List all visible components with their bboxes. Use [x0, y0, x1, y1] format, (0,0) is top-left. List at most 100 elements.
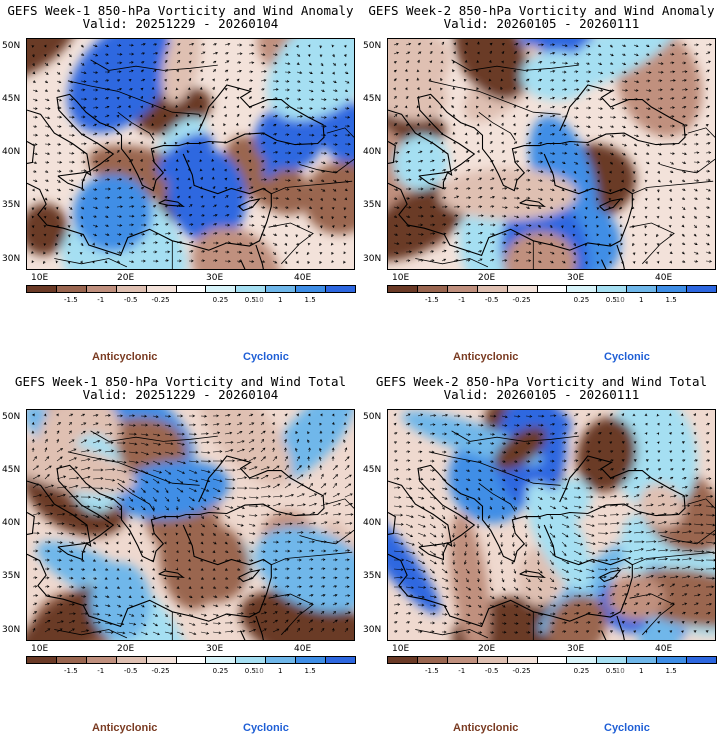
wind-vector: [693, 432, 697, 435]
wind-vector: [212, 568, 216, 571]
wind-vector: [693, 450, 697, 453]
wind-vector: [80, 71, 87, 75]
wind-vector: [319, 438, 323, 443]
wind-vector: [693, 593, 701, 597]
wind-vector: [500, 541, 504, 548]
wind-vector: [441, 241, 447, 245]
wind-vector: [92, 514, 101, 518]
wind-vector: [175, 505, 179, 511]
wind-vector: [513, 187, 520, 190]
wind-vector: [631, 206, 635, 210]
colorbar-tick-label: -1.5: [64, 296, 78, 304]
colorbar-cell: [506, 656, 538, 664]
wind-vector: [657, 152, 662, 156]
wind-vector: [177, 414, 184, 418]
wind-vector: [621, 476, 627, 480]
wind-vector: [621, 611, 626, 615]
wind-vector: [417, 514, 426, 519]
wind-vector: [489, 187, 494, 190]
wind-vector: [657, 134, 663, 138]
wind-vector: [104, 523, 109, 528]
wind-vector: [307, 413, 311, 417]
wind-vector: [441, 487, 448, 491]
wind-vector: [163, 141, 167, 145]
wind-vector: [186, 141, 190, 145]
wind-vector: [212, 223, 218, 226]
wind-vector: [272, 602, 279, 606]
wind-vector: [465, 604, 472, 608]
wind-vector: [248, 504, 259, 508]
wind-vector: [188, 613, 194, 617]
wind-vector: [248, 186, 254, 190]
wind-vector: [549, 251, 555, 255]
wind-vector: [248, 514, 258, 517]
wind-vector: [343, 251, 347, 255]
wind-vector: [284, 97, 290, 101]
wind-vector: [248, 149, 252, 154]
wind-vector: [561, 96, 568, 100]
wind-vector: [609, 541, 621, 545]
wind-vector: [284, 576, 290, 580]
wind-vector: [645, 566, 656, 570]
wind-vector: [621, 530, 632, 534]
wind-vector: [272, 206, 279, 209]
wind-vector: [464, 550, 467, 556]
wind-vector: [477, 505, 480, 510]
wind-vector: [705, 468, 711, 471]
wind-vector: [272, 169, 278, 172]
wind-vector: [116, 469, 127, 473]
wind-vector: [152, 433, 161, 437]
wind-vector: [236, 413, 242, 417]
wind-vector: [81, 160, 86, 164]
wind-vector: [344, 594, 351, 598]
wind-vector: [320, 540, 327, 544]
wind-vector: [128, 88, 133, 91]
wind-vector: [140, 613, 145, 617]
wind-vector: [248, 541, 255, 545]
wind-vector: [116, 523, 121, 528]
wind-vector: [537, 621, 543, 625]
wind-vector: [477, 604, 482, 608]
wind-vector: [296, 133, 302, 137]
wind-vector: [152, 158, 155, 163]
wind-vector: [80, 541, 86, 545]
wind-vector: [152, 168, 155, 172]
wind-vector: [320, 188, 326, 192]
wind-vector: [116, 496, 125, 501]
wind-vector: [248, 168, 253, 172]
wind-vector: [633, 476, 639, 480]
wind-vector: [247, 123, 251, 127]
wind-vector: [429, 477, 436, 481]
wind-vector: [621, 170, 624, 174]
wind-vector: [44, 602, 50, 606]
wind-vector: [429, 141, 434, 145]
wind-vector: [212, 505, 220, 510]
colorbar: [387, 285, 717, 294]
lat-label: 50N: [363, 41, 382, 51]
wind-vector: [453, 250, 460, 254]
wind-vector: [693, 233, 697, 237]
wind-vector: [116, 223, 123, 227]
wind-vector: [609, 630, 614, 633]
wind-vector: [56, 603, 64, 607]
wind-vector: [644, 630, 648, 634]
wind-vector: [176, 604, 181, 608]
wind-vector: [224, 159, 227, 163]
wind-vector: [573, 179, 577, 183]
wind-vector: [260, 603, 267, 606]
wind-vector: [669, 70, 676, 74]
wind-vector: [405, 612, 412, 615]
wind-vector: [525, 450, 531, 454]
wind-vector: [92, 53, 99, 57]
wind-vector: [92, 612, 100, 616]
wind-vector: [44, 107, 51, 110]
wind-vector: [44, 567, 50, 571]
wind-vector: [55, 251, 59, 256]
wind-vector: [272, 242, 278, 246]
wind-vector: [609, 495, 618, 498]
wind-vector: [585, 413, 591, 417]
wind-vector: [633, 530, 645, 534]
wind-vector: [237, 43, 243, 47]
coastline: [240, 630, 246, 640]
lat-label: 40N: [363, 518, 382, 528]
